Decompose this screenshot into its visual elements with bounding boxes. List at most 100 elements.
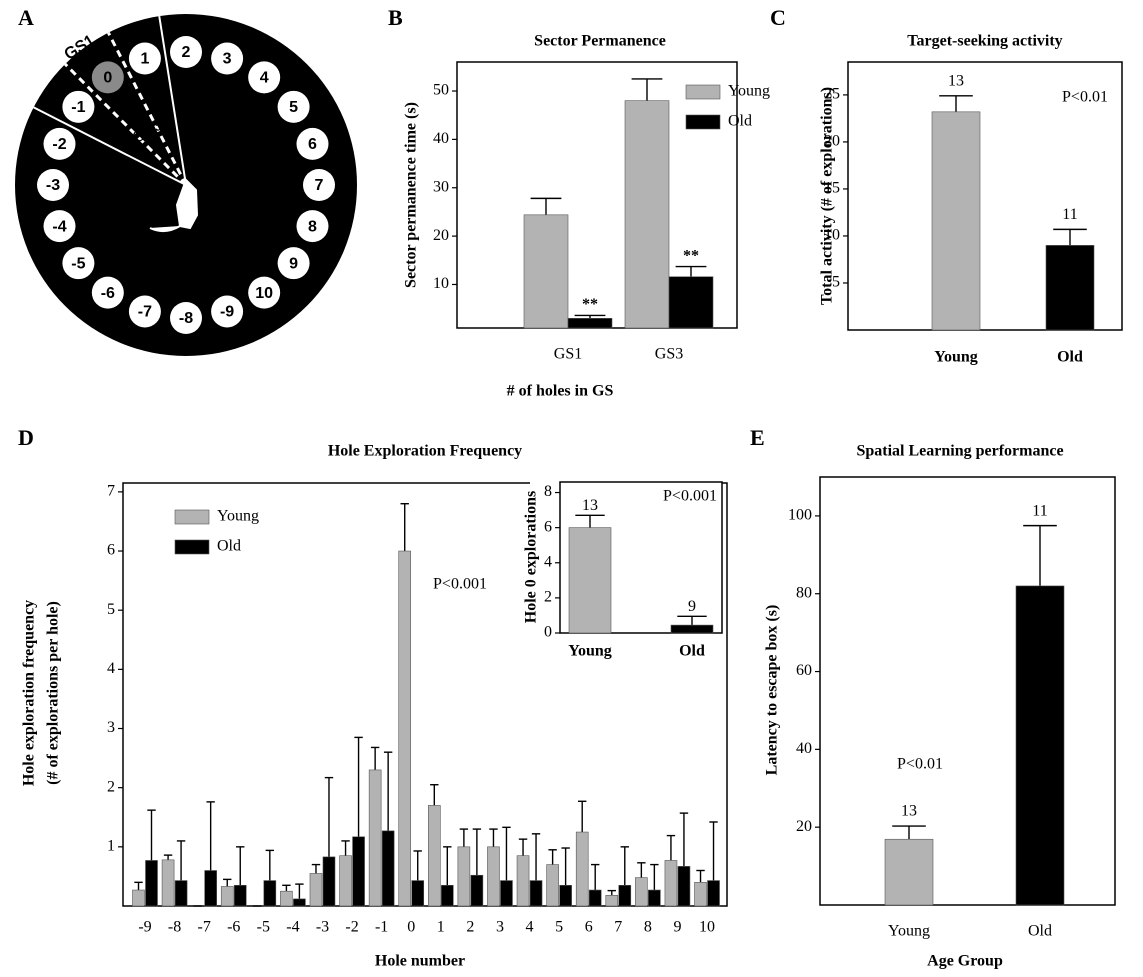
legend-label: Old xyxy=(217,538,241,555)
bar xyxy=(220,886,234,907)
x-tick-label: 10 xyxy=(699,919,715,936)
hole xyxy=(296,127,329,160)
hole xyxy=(211,42,244,75)
hole xyxy=(91,61,124,94)
bar xyxy=(670,624,714,634)
legend-swatch xyxy=(174,509,210,525)
sector-boundary-dashed xyxy=(107,31,188,186)
x-tick-label: 3 xyxy=(496,919,504,936)
chart-title: Target-seeking activity xyxy=(907,33,1062,50)
y-tick-label: 5 xyxy=(107,601,115,618)
sample-size-label: 11 xyxy=(1062,206,1077,223)
x-tick-label: GS1 xyxy=(554,346,582,363)
legend-swatch xyxy=(685,84,721,100)
hole-label: 10 xyxy=(255,285,273,302)
hole xyxy=(170,36,202,68)
bar xyxy=(1045,245,1095,331)
bar xyxy=(352,836,365,907)
hole xyxy=(248,276,281,309)
hole xyxy=(128,42,161,75)
x-tick-label: -6 xyxy=(227,919,240,936)
x-tick-label: 2 xyxy=(466,919,474,936)
significance-label: ** xyxy=(683,247,699,264)
bar xyxy=(500,880,513,907)
x-tick-label: 9 xyxy=(673,919,681,936)
bar xyxy=(635,877,648,907)
rat xyxy=(149,178,199,232)
x-tick-label: Young xyxy=(934,349,978,366)
hole xyxy=(43,210,76,243)
x-tick-label: -7 xyxy=(197,919,210,936)
x-tick-label: -3 xyxy=(316,919,329,936)
x-tick-label: GS3 xyxy=(655,346,683,363)
x-tick-label: Old xyxy=(679,643,705,660)
y-tick-label: 20 xyxy=(824,133,840,150)
x-tick-label: 8 xyxy=(644,919,652,936)
y-tick-label: 5 xyxy=(832,274,840,291)
chart-title: Spatial Learning performance xyxy=(856,443,1063,460)
y-tick-label: 2 xyxy=(107,778,115,795)
bar xyxy=(204,870,217,907)
bar xyxy=(233,884,247,907)
bar xyxy=(293,898,306,907)
bar xyxy=(668,276,714,329)
y-tick-label: 0 xyxy=(544,624,552,641)
plot-frame xyxy=(819,476,1116,906)
bar xyxy=(567,318,613,329)
hole xyxy=(277,90,310,123)
x-tick-label: 6 xyxy=(585,919,593,936)
bar xyxy=(884,838,934,906)
panel-letter: C xyxy=(770,5,786,30)
hole-label: 5 xyxy=(289,99,298,116)
bar xyxy=(398,550,412,907)
bar xyxy=(132,889,145,907)
y-tick-label: 2 xyxy=(544,589,552,606)
hole xyxy=(211,295,244,328)
y-axis-label: Total activity (# of explorations) xyxy=(819,87,836,305)
x-tick-label: 1 xyxy=(437,919,445,936)
sample-size-label: 13 xyxy=(948,73,964,90)
bar xyxy=(707,880,720,907)
significance-label: ** xyxy=(582,296,598,313)
sample-size-label: 11 xyxy=(1032,502,1047,519)
y-tick-label: 6 xyxy=(107,542,115,559)
y-tick-label: 40 xyxy=(796,740,812,757)
bar xyxy=(624,100,670,329)
bar xyxy=(568,527,612,634)
bar xyxy=(161,859,175,907)
x-tick-label: -9 xyxy=(138,919,151,936)
hole-label: -6 xyxy=(101,285,115,302)
x-tick-label: Old xyxy=(1057,349,1083,366)
chart-title: Sector Permanence xyxy=(534,33,666,50)
bar xyxy=(559,884,572,907)
y-tick-label: 8 xyxy=(544,483,552,500)
hole xyxy=(277,247,310,280)
bar xyxy=(605,895,619,907)
bar xyxy=(411,880,425,907)
x-tick-label: -5 xyxy=(257,919,270,936)
sample-size-label: 13 xyxy=(582,497,598,514)
legend-label: Old xyxy=(728,113,752,130)
plot-frame xyxy=(847,61,1123,331)
y-tick-label: 40 xyxy=(433,130,449,147)
bar xyxy=(618,884,632,907)
x-tick-label: Old xyxy=(1028,923,1052,940)
x-tick-label: 0 xyxy=(407,919,415,936)
bar xyxy=(694,882,707,907)
hole-label: -4 xyxy=(52,218,66,235)
hole-label: 3 xyxy=(223,51,232,68)
bar xyxy=(523,214,569,329)
hole xyxy=(62,247,95,280)
bar xyxy=(588,889,602,907)
hole-label: -7 xyxy=(138,304,152,321)
hole-label: 2 xyxy=(182,44,191,61)
x-tick-label: -4 xyxy=(286,919,299,936)
bar xyxy=(368,769,382,907)
sector-boundary xyxy=(33,106,187,186)
y-tick-label: 4 xyxy=(107,660,115,677)
hole-label: 4 xyxy=(260,70,269,87)
bar xyxy=(516,855,530,907)
hole-label: 7 xyxy=(315,177,324,194)
bar xyxy=(145,860,158,907)
